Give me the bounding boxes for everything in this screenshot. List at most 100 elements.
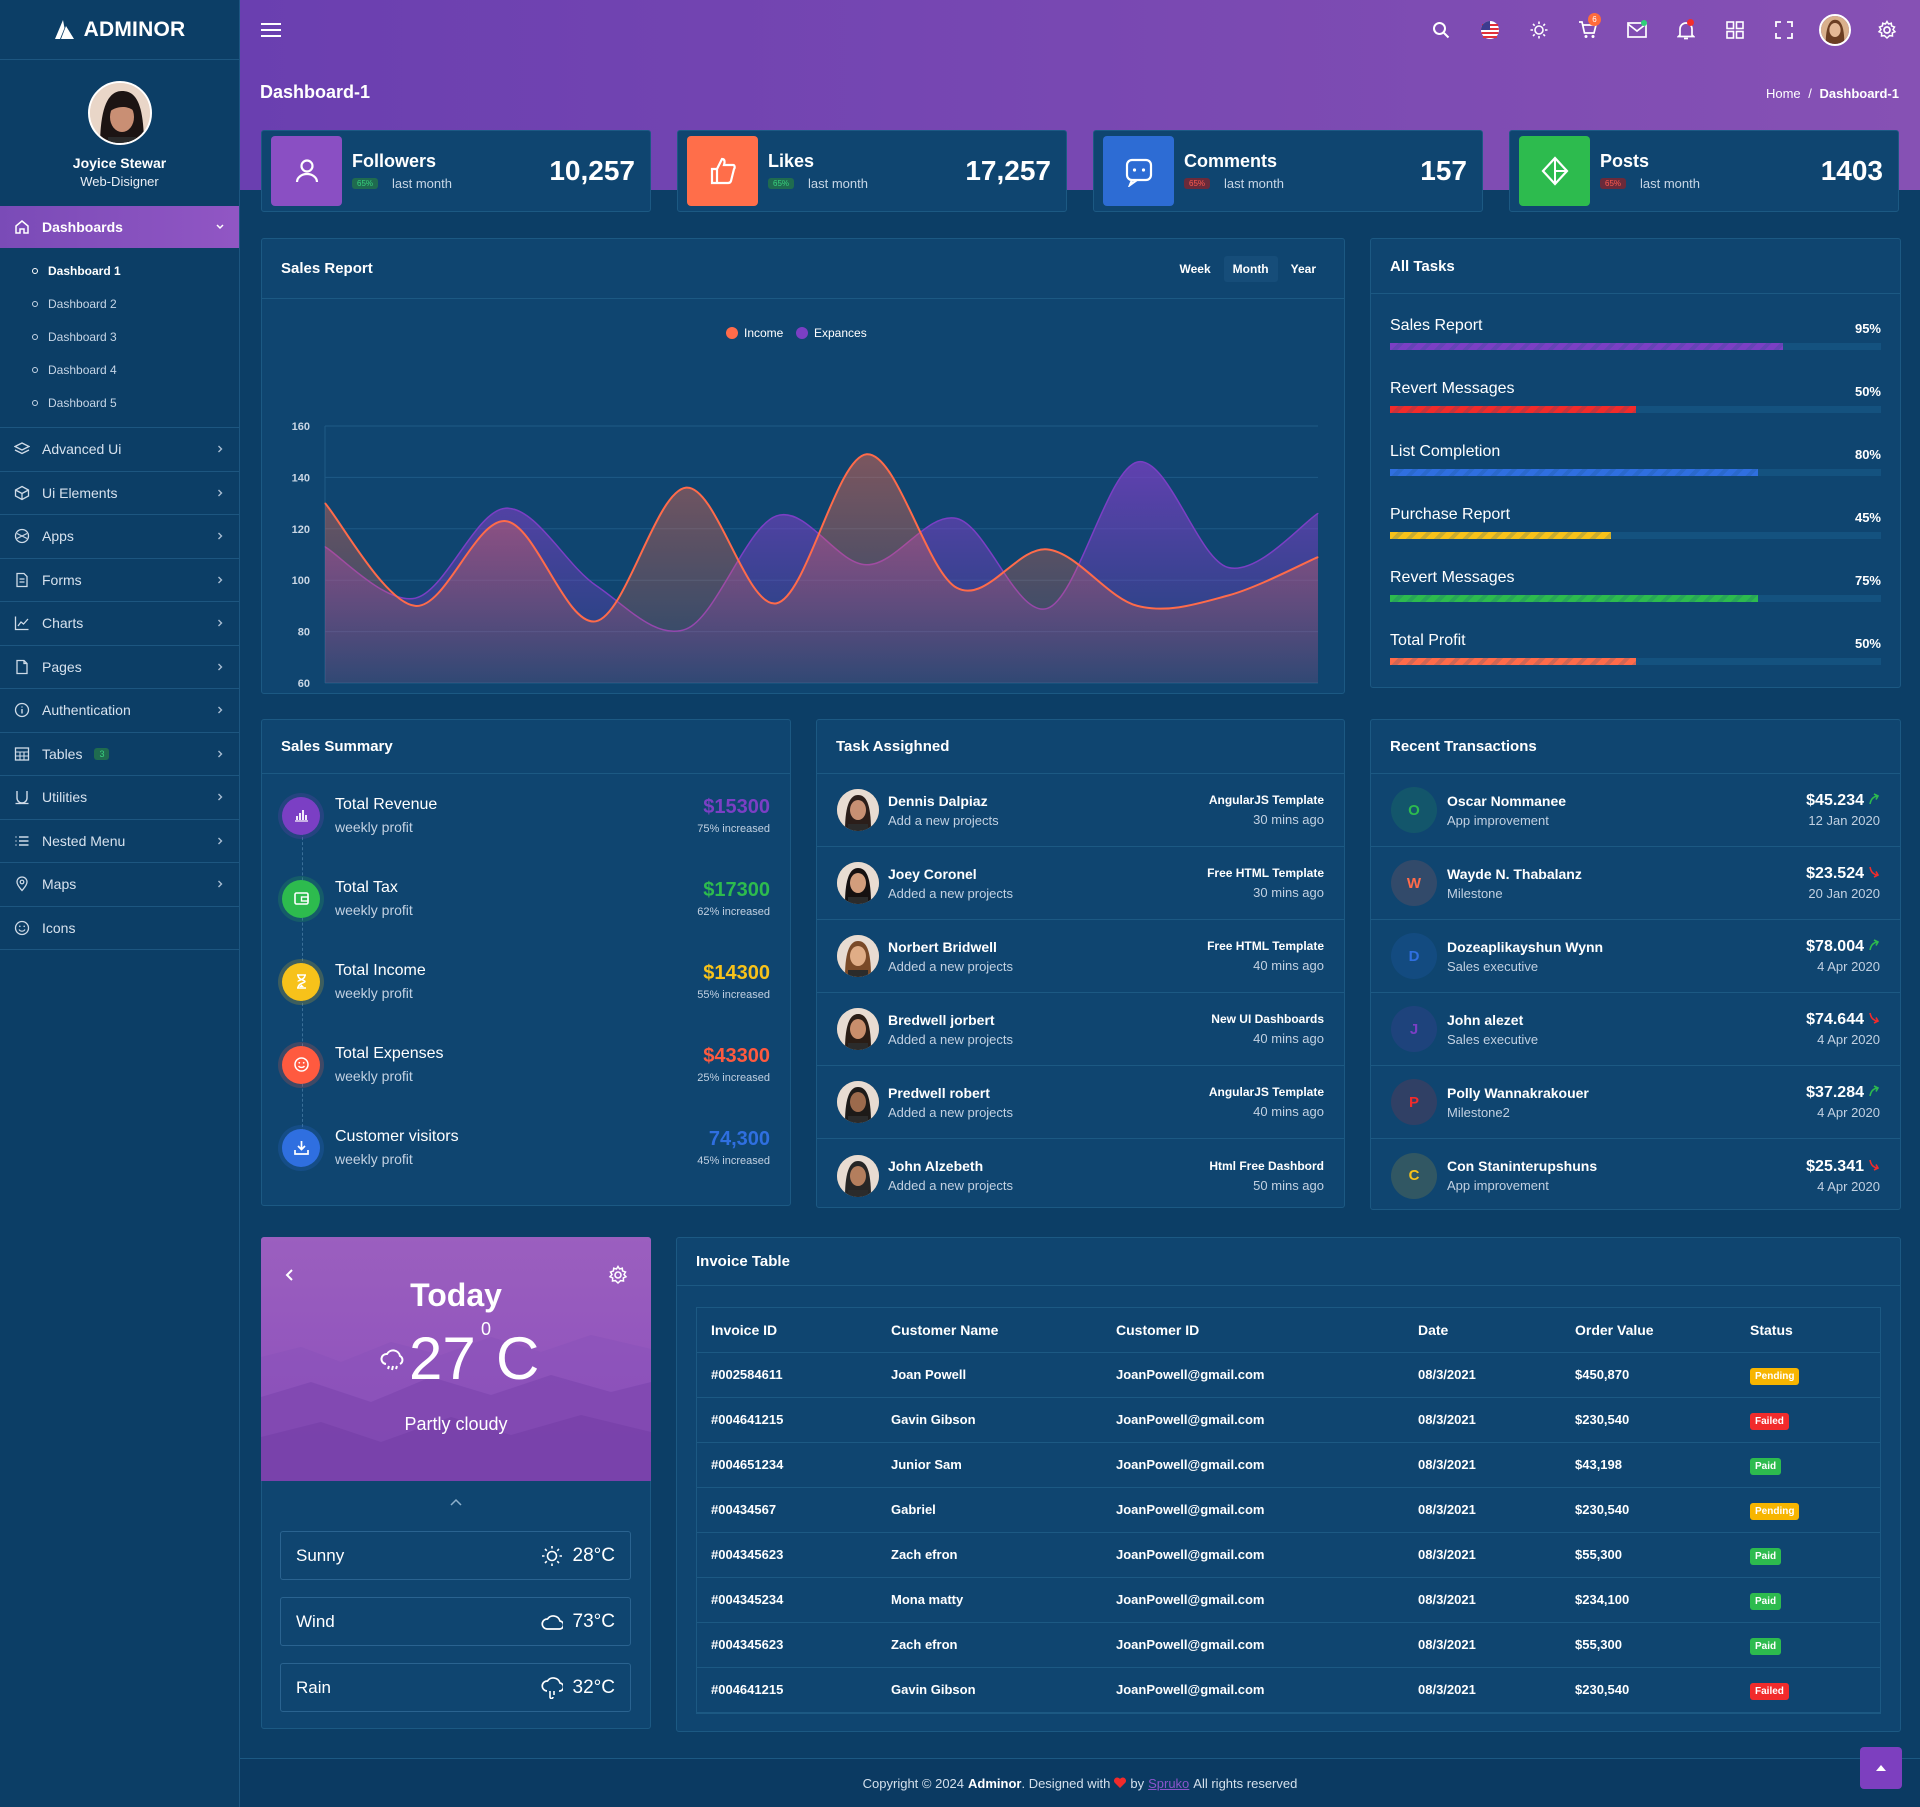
sidebar-item-pages[interactable]: Pages xyxy=(0,646,239,689)
transaction-item[interactable]: D Dozeaplikayshun Wynn Sales executive $78.… xyxy=(1371,920,1900,993)
table-row[interactable]: #004345234 Mona matty JoanPowell@gmail.com… xyxy=(697,1577,1880,1623)
column-header[interactable]: Customer ID xyxy=(1102,1308,1404,1353)
table-row[interactable]: #00434567 Gabriel JoanPowell@gmail.com 08/3… xyxy=(697,1487,1880,1533)
column-header[interactable]: Invoice ID xyxy=(697,1308,877,1353)
stat-card-posts[interactable]: Posts 65% last month 1403 xyxy=(1509,130,1899,212)
breadcrumb-home[interactable]: Home xyxy=(1765,86,1801,101)
notification-dot xyxy=(1687,18,1694,26)
sidebar-item-apps[interactable]: Apps xyxy=(0,515,239,559)
table-row[interactable]: #004651234 Junior Sam JoanPowell@gmail.com… xyxy=(697,1442,1880,1488)
recent-transactions-card: Recent Transactions O Oscar Nommanee App i… xyxy=(1370,719,1901,1210)
column-header[interactable]: Status xyxy=(1736,1308,1880,1353)
transaction-name: Dozeaplikayshun Wynn xyxy=(1447,938,1604,955)
table-cell: Gabriel xyxy=(877,1487,1102,1533)
search-icon[interactable] xyxy=(1427,17,1454,44)
y-tick-label: 80 xyxy=(298,627,310,639)
point-income xyxy=(324,502,326,504)
table-row[interactable]: #004641215 Gavin Gibson JoanPowell@gmail.c… xyxy=(697,1397,1880,1443)
footer-link[interactable]: Spruko xyxy=(1148,1775,1190,1791)
back-chevron-icon[interactable] xyxy=(283,1268,297,1282)
tab-month[interactable]: Month xyxy=(1223,255,1278,282)
submenu-item[interactable]: Dashboard 4 xyxy=(0,353,239,386)
table-row[interactable]: #004345623 Zach efron JoanPowell@gmail.com… xyxy=(697,1532,1880,1578)
summary-label: Total Expenses xyxy=(335,1045,444,1062)
apps-grid-icon[interactable] xyxy=(1721,17,1748,44)
sidebar-item-utilities[interactable]: Utilities xyxy=(0,776,239,820)
bar-chart-icon xyxy=(294,810,308,822)
table-row[interactable]: #004345623 Zach efron JoanPowell@gmail.com… xyxy=(697,1622,1880,1668)
table-row[interactable]: #002584611 Joan Powell JoanPowell@gmail.co… xyxy=(697,1352,1880,1398)
weather-row-label: Rain xyxy=(296,1677,331,1697)
table-cell: Pending xyxy=(1736,1487,1880,1533)
transaction-sub: Sales executive xyxy=(1447,1031,1539,1047)
sidebar-item-advanced-ui[interactable]: Advanced Ui xyxy=(0,428,239,472)
assigned-item[interactable]: John Alzebeth Added a new projects Html Fr… xyxy=(817,1139,1344,1212)
sidebar-item-charts[interactable]: Charts xyxy=(0,602,239,646)
bell-icon[interactable] xyxy=(1672,17,1699,44)
cart-icon[interactable]: 6 xyxy=(1574,12,1601,44)
submenu-item[interactable]: Dashboard 5 xyxy=(0,386,239,419)
stat-card-likes[interactable]: Likes 65% last month 17,257 xyxy=(677,130,1067,212)
settings-gear-icon[interactable] xyxy=(1873,17,1900,44)
summary-list: Total Revenue weekly profit $15300 75% incr… xyxy=(262,774,790,1189)
transaction-item[interactable]: O Oscar Nommanee App improvement $45.234 12 … xyxy=(1371,774,1900,847)
fullscreen-icon[interactable] xyxy=(1770,17,1797,44)
language-flag-icon[interactable] xyxy=(1476,17,1503,44)
sidebar-item-forms[interactable]: Forms xyxy=(0,559,239,602)
assigned-item[interactable]: Norbert Bridwell Added a new projects Free… xyxy=(817,920,1344,993)
sidebar-item-icons[interactable]: Icons xyxy=(0,907,239,950)
sidebar-item-authentication[interactable]: Authentication xyxy=(0,689,239,733)
sidebar-item-dashboards[interactable]: Dashboards xyxy=(0,206,239,248)
brand-logo[interactable]: ADMINOR xyxy=(0,0,239,60)
mail-icon[interactable] xyxy=(1623,17,1650,44)
assignee-name: Predwell robert xyxy=(888,1084,990,1101)
collapse-chevron-up-icon[interactable] xyxy=(450,1498,462,1506)
submenu-item[interactable]: Dashboard 1 xyxy=(0,254,239,287)
table-cell: $230,540 xyxy=(1561,1667,1736,1713)
stat-card-followers[interactable]: Followers 65% last month 10,257 xyxy=(261,130,651,212)
transaction-item[interactable]: W Wayde N. Thabalanz Milestone $23.524 20 Ja… xyxy=(1371,847,1900,920)
transaction-item[interactable]: J John alezet Sales executive $74.644 4 Apr … xyxy=(1371,993,1900,1066)
diamond-icon xyxy=(1541,156,1568,186)
column-header[interactable]: Date xyxy=(1404,1308,1561,1353)
y-tick-label: 100 xyxy=(292,575,310,587)
table-cell: Paid xyxy=(1736,1532,1880,1578)
transaction-item[interactable]: P Polly Wannakrakouer Milestone2 $37.284 4 A… xyxy=(1371,1066,1900,1139)
legend-marker xyxy=(726,327,738,339)
profile-avatar[interactable] xyxy=(1819,14,1851,46)
sidebar-item-maps[interactable]: Maps xyxy=(0,863,239,907)
progress-track xyxy=(1390,595,1881,602)
menu-toggle-icon[interactable] xyxy=(260,21,282,39)
chevron-right-icon xyxy=(218,445,223,453)
submenu-item[interactable]: Dashboard 2 xyxy=(0,287,239,320)
column-header[interactable]: Customer Name xyxy=(877,1308,1102,1353)
magnet-icon xyxy=(15,791,29,805)
assigned-item[interactable]: Joey Coronel Added a new projects Free HTM… xyxy=(817,847,1344,920)
table-cell: JoanPowell@gmail.com xyxy=(1102,1667,1404,1713)
stat-sub: last month xyxy=(1640,176,1700,191)
sidebar-item-tables[interactable]: Tables 3 xyxy=(0,733,239,776)
table-cell: 08/3/2021 xyxy=(1404,1622,1561,1668)
submenu-item[interactable]: Dashboard 3 xyxy=(0,320,239,353)
transaction-item[interactable]: C Con Staninterupshuns App improvement $25.… xyxy=(1371,1139,1900,1212)
table-row[interactable]: #004641215 Gavin Gibson JoanPowell@gmail.c… xyxy=(697,1667,1880,1713)
weather-row-value: 28°C xyxy=(572,1544,615,1566)
logo-icon xyxy=(54,19,74,39)
tab-week[interactable]: Week xyxy=(1179,261,1211,276)
table-cell: $450,870 xyxy=(1561,1352,1736,1398)
assigned-item[interactable]: Dennis Dalpiaz Add a new projects AngularJ… xyxy=(817,774,1344,847)
column-header[interactable]: Order Value xyxy=(1561,1308,1736,1353)
task-tag: AngularJS Template xyxy=(1208,1085,1324,1099)
assigned-item[interactable]: Bredwell jorbert Added a new projects New … xyxy=(817,993,1344,1066)
weather-settings-icon[interactable] xyxy=(608,1265,628,1285)
sidebar: ADMINOR Joyice Stewar Web-Disigner Dashb… xyxy=(0,0,240,1807)
tab-year[interactable]: Year xyxy=(1290,261,1316,276)
avatar[interactable] xyxy=(87,81,152,145)
summary-item: Total Expenses weekly profit $43300 25% inc… xyxy=(262,1023,790,1106)
back-to-top-button[interactable] xyxy=(1860,1747,1902,1789)
sidebar-item-ui-elements[interactable]: Ui Elements xyxy=(0,472,239,515)
sidebar-item-nested-menu[interactable]: Nested Menu xyxy=(0,820,239,863)
assigned-item[interactable]: Predwell robert Added a new projects Angul… xyxy=(817,1066,1344,1139)
sun-icon[interactable] xyxy=(1525,17,1552,44)
stat-card-comments[interactable]: Comments 65% last month 157 xyxy=(1093,130,1483,212)
